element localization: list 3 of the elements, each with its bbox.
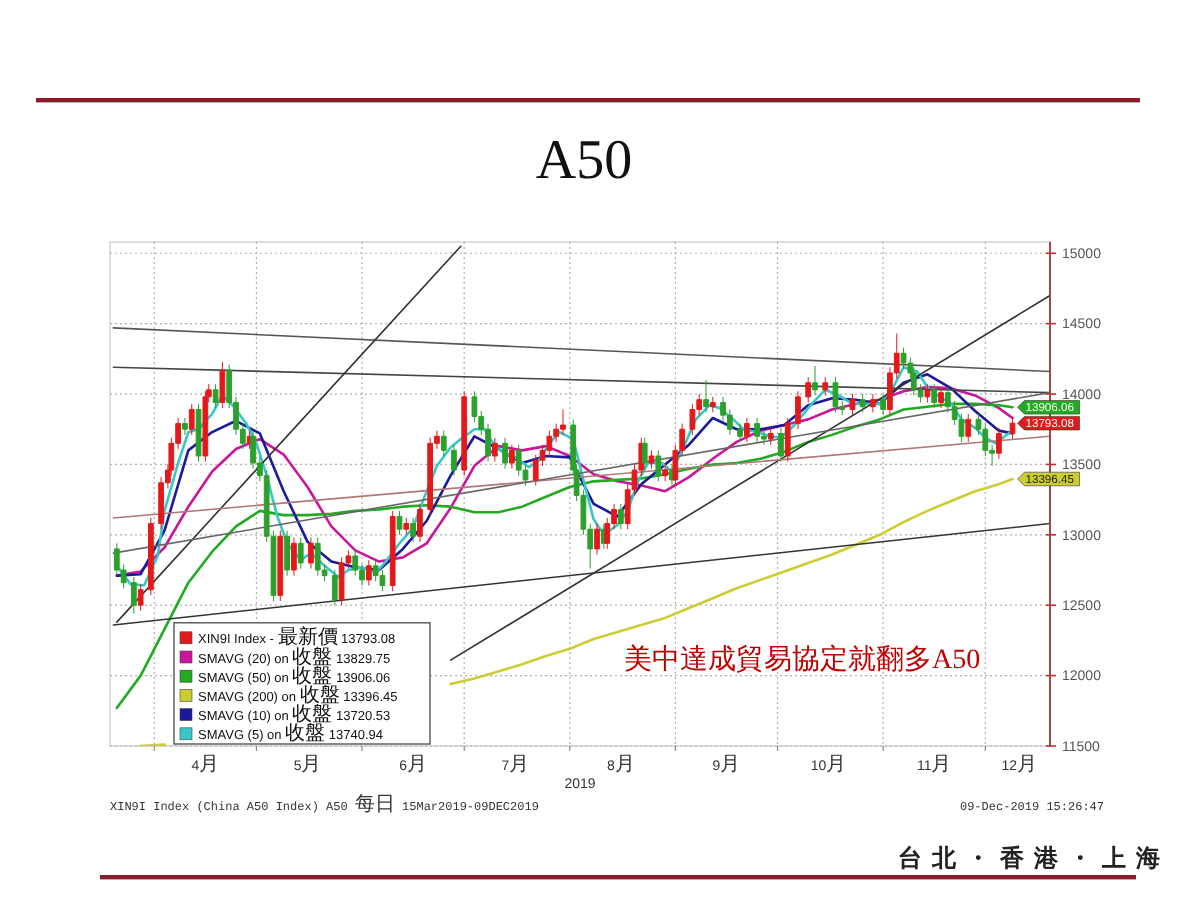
chart-title: A50 [535,130,633,192]
annotation: 美中達成貿易協定就翻多A50 [624,644,981,676]
text: 台北・香港・上海 [898,844,1170,872]
